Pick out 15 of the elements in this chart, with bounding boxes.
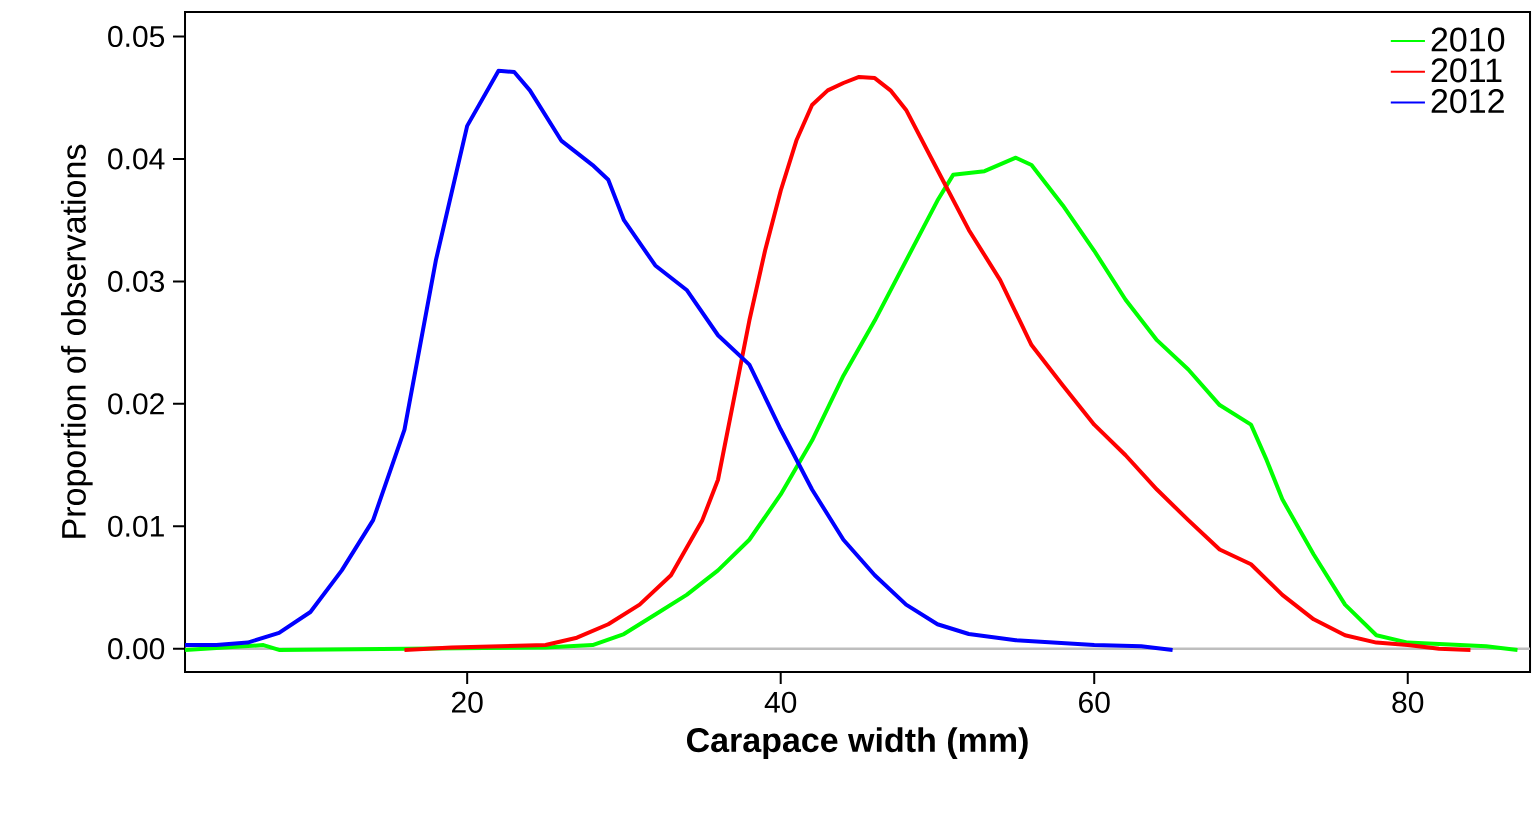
y-tick-label: 0.02	[108, 393, 164, 415]
y-tick-label: 0.01	[108, 515, 164, 537]
legend-label: 2010	[1431, 27, 1505, 52]
y-tick-label: 0.00	[108, 638, 165, 660]
legend-label: 2011	[1431, 58, 1502, 83]
y-axis-title: Proportion of observations	[60, 144, 93, 538]
y-tick-label: 0.04	[108, 148, 165, 170]
y-tick-label: 0.05	[108, 25, 165, 48]
x-tick-label: 40	[764, 691, 797, 713]
x-tick-label: 20	[452, 691, 483, 713]
x-tick-label: 80	[1392, 691, 1424, 713]
y-tick-label: 0.03	[108, 270, 165, 292]
x-axis-title: Carapace width (mm)	[686, 727, 1028, 759]
legend-label: 2012	[1431, 89, 1504, 114]
x-tick-label: 60	[1079, 691, 1110, 713]
